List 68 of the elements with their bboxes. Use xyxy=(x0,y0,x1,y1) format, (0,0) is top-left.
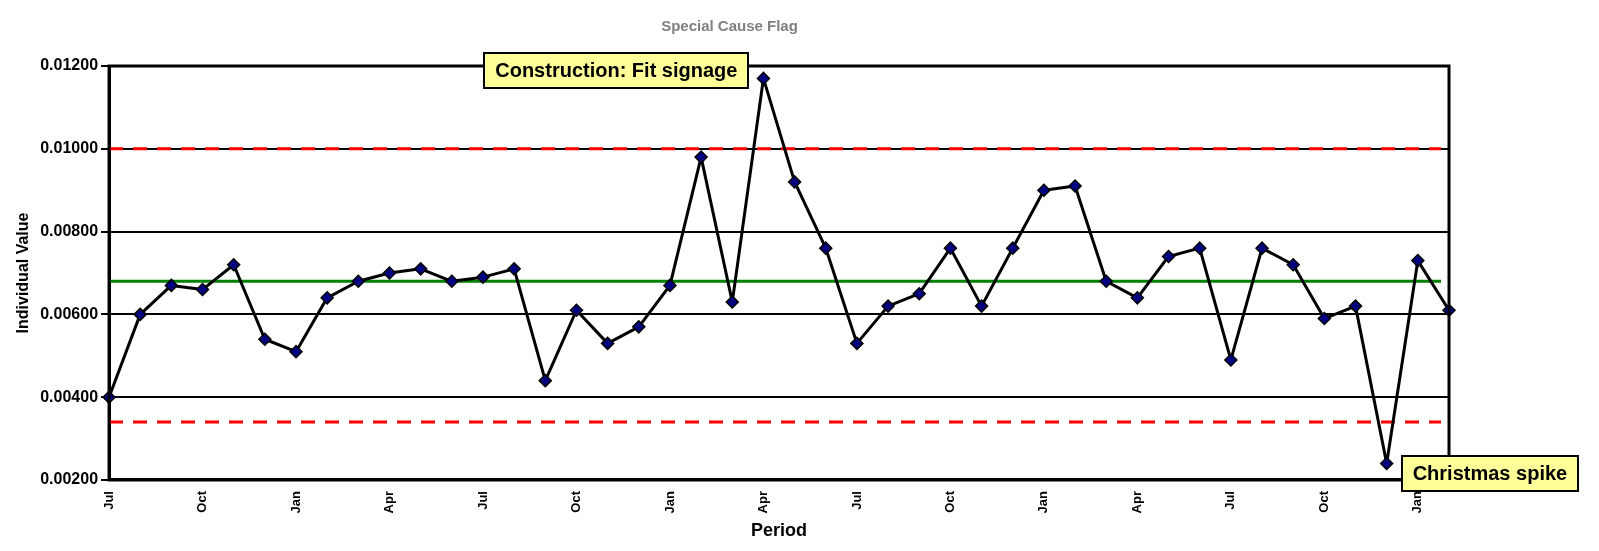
point xyxy=(507,262,521,276)
x-tick-label: Jul xyxy=(474,491,490,510)
point xyxy=(912,286,926,301)
point xyxy=(351,274,366,289)
point xyxy=(694,150,708,164)
y-tick-label: 0.01200 xyxy=(40,56,99,74)
x-tick-label: Apr xyxy=(381,491,397,514)
point xyxy=(756,71,771,86)
x-tick-label: Jan xyxy=(1035,490,1051,514)
x-tick-label: Jul xyxy=(848,491,864,510)
x-tick-label: Apr xyxy=(755,491,771,514)
point xyxy=(881,299,895,313)
point xyxy=(819,241,833,255)
x-tick-label: Apr xyxy=(1128,491,1144,514)
point xyxy=(569,303,584,318)
point xyxy=(974,299,989,313)
point xyxy=(1224,353,1238,367)
x-tick-label: Oct xyxy=(1315,490,1331,513)
point xyxy=(1379,456,1394,471)
point xyxy=(1161,249,1176,264)
point xyxy=(538,373,553,388)
point xyxy=(476,270,490,284)
point xyxy=(787,175,802,189)
annotation: Construction: Fit signage xyxy=(483,52,750,89)
point xyxy=(632,320,646,334)
point xyxy=(1348,299,1363,313)
x-tick-label: Jul xyxy=(100,491,116,510)
annotation: Christmas spike xyxy=(1400,454,1580,492)
y-axis-title: Individual Value xyxy=(14,212,32,334)
point xyxy=(258,332,272,346)
point xyxy=(413,262,428,276)
chart-title: Special Cause Flag xyxy=(661,17,798,35)
x-tick-label: Jul xyxy=(1222,491,1238,510)
x-tick-label: Jan xyxy=(287,490,303,514)
point xyxy=(1255,241,1269,255)
point xyxy=(1130,291,1145,305)
point xyxy=(1192,241,1207,255)
point xyxy=(382,266,397,280)
point xyxy=(195,282,210,297)
point xyxy=(1005,241,1020,255)
x-tick-label: Oct xyxy=(568,490,584,513)
x-tick-label: Oct xyxy=(941,490,957,513)
point xyxy=(1317,311,1332,326)
y-tick-label: 0.00400 xyxy=(40,387,99,405)
point xyxy=(445,274,459,289)
x-tick-label: Oct xyxy=(194,490,210,513)
y-tick-label: 0.00800 xyxy=(40,222,99,240)
point xyxy=(943,241,958,255)
point xyxy=(164,278,179,293)
point xyxy=(1037,183,1051,197)
point xyxy=(725,295,740,309)
point xyxy=(600,336,615,351)
x-axis-title: Period xyxy=(751,520,808,541)
point xyxy=(226,257,241,272)
point xyxy=(1411,253,1425,268)
point xyxy=(133,307,147,322)
point xyxy=(289,344,303,359)
x-tick-label: Jan xyxy=(1409,490,1425,514)
point xyxy=(1099,274,1113,289)
y-tick-label: 0.00200 xyxy=(40,470,99,488)
y-tick-label: 0.01000 xyxy=(40,139,99,157)
point xyxy=(1068,179,1082,193)
point xyxy=(850,336,864,351)
point xyxy=(320,291,334,305)
y-tick-label: 0.00600 xyxy=(40,304,99,322)
point xyxy=(1286,257,1300,272)
x-tick-label: Jan xyxy=(661,490,677,514)
point xyxy=(663,278,677,293)
